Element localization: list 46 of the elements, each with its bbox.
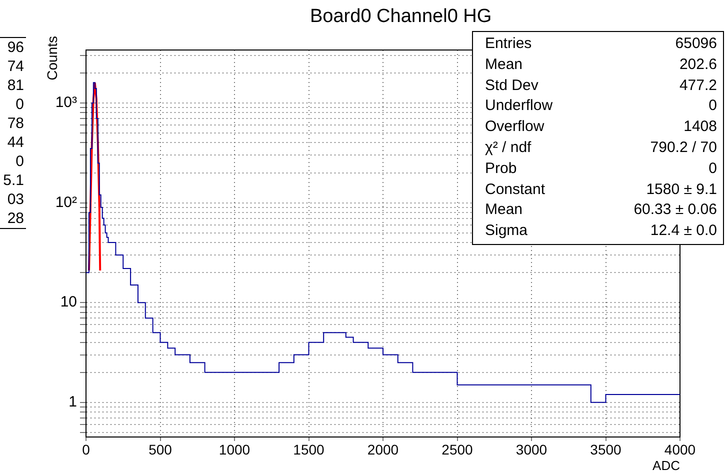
text: 78: [6, 114, 25, 133]
annotation: Constant: [485, 180, 546, 200]
annotation: Entries: [485, 34, 532, 54]
annotation: Sigma: [485, 221, 528, 242]
annotation: Underflow: [485, 96, 553, 116]
text: 44: [6, 133, 25, 152]
text: 0: [708, 96, 717, 116]
annotation: Prob: [485, 158, 517, 179]
x-axis-title: ADC: [652, 458, 680, 473]
x-tick-label: 3000: [516, 441, 548, 458]
annotation: Overflow: [485, 117, 544, 138]
text: 0: [14, 152, 25, 171]
y-tick-label: 10: [60, 294, 77, 311]
annotation: Mean: [485, 54, 523, 75]
text: 1408: [684, 117, 717, 138]
text: 96: [6, 38, 25, 57]
x-tick-label: 1000: [218, 441, 250, 458]
x-tick-label: 2000: [367, 441, 399, 458]
annotation: 790.2 / 70: [650, 138, 717, 158]
chart-title: Board0 Channel0 HG: [310, 6, 492, 28]
x-tick-label: 2500: [442, 441, 474, 458]
annotation: χ² / ndf: [485, 138, 532, 158]
x-tick-label: 0: [82, 441, 90, 458]
annotation: 60.33 ± 0.06: [634, 200, 717, 220]
text: 0: [708, 158, 717, 179]
x-tick-label: 1500: [293, 441, 325, 458]
annotation: Mean: [485, 200, 523, 220]
text: 03: [6, 190, 25, 209]
annotation: 202.6: [679, 54, 717, 75]
text: 81: [6, 76, 25, 95]
text: 5.1: [2, 171, 25, 190]
y-tick-label: 1: [68, 394, 77, 411]
text: 28: [6, 209, 25, 228]
annotation: Std Dev: [485, 76, 538, 96]
x-tick-label: 500: [148, 441, 172, 458]
text: 74: [6, 57, 25, 76]
annotation: 12.4 ± 0.0: [650, 221, 717, 242]
annotation: 1580 ± 9.1: [646, 180, 717, 200]
y-tick-label: 10²: [55, 194, 77, 211]
annotation: 65096: [675, 34, 717, 54]
text: 0: [14, 95, 25, 114]
x-tick-label: 3500: [590, 441, 622, 458]
y-axis-title: Counts: [44, 36, 60, 82]
annotation: 477.2: [679, 76, 717, 96]
x-tick-label: 4000: [664, 441, 696, 458]
y-tick-label: 10³: [55, 94, 77, 112]
